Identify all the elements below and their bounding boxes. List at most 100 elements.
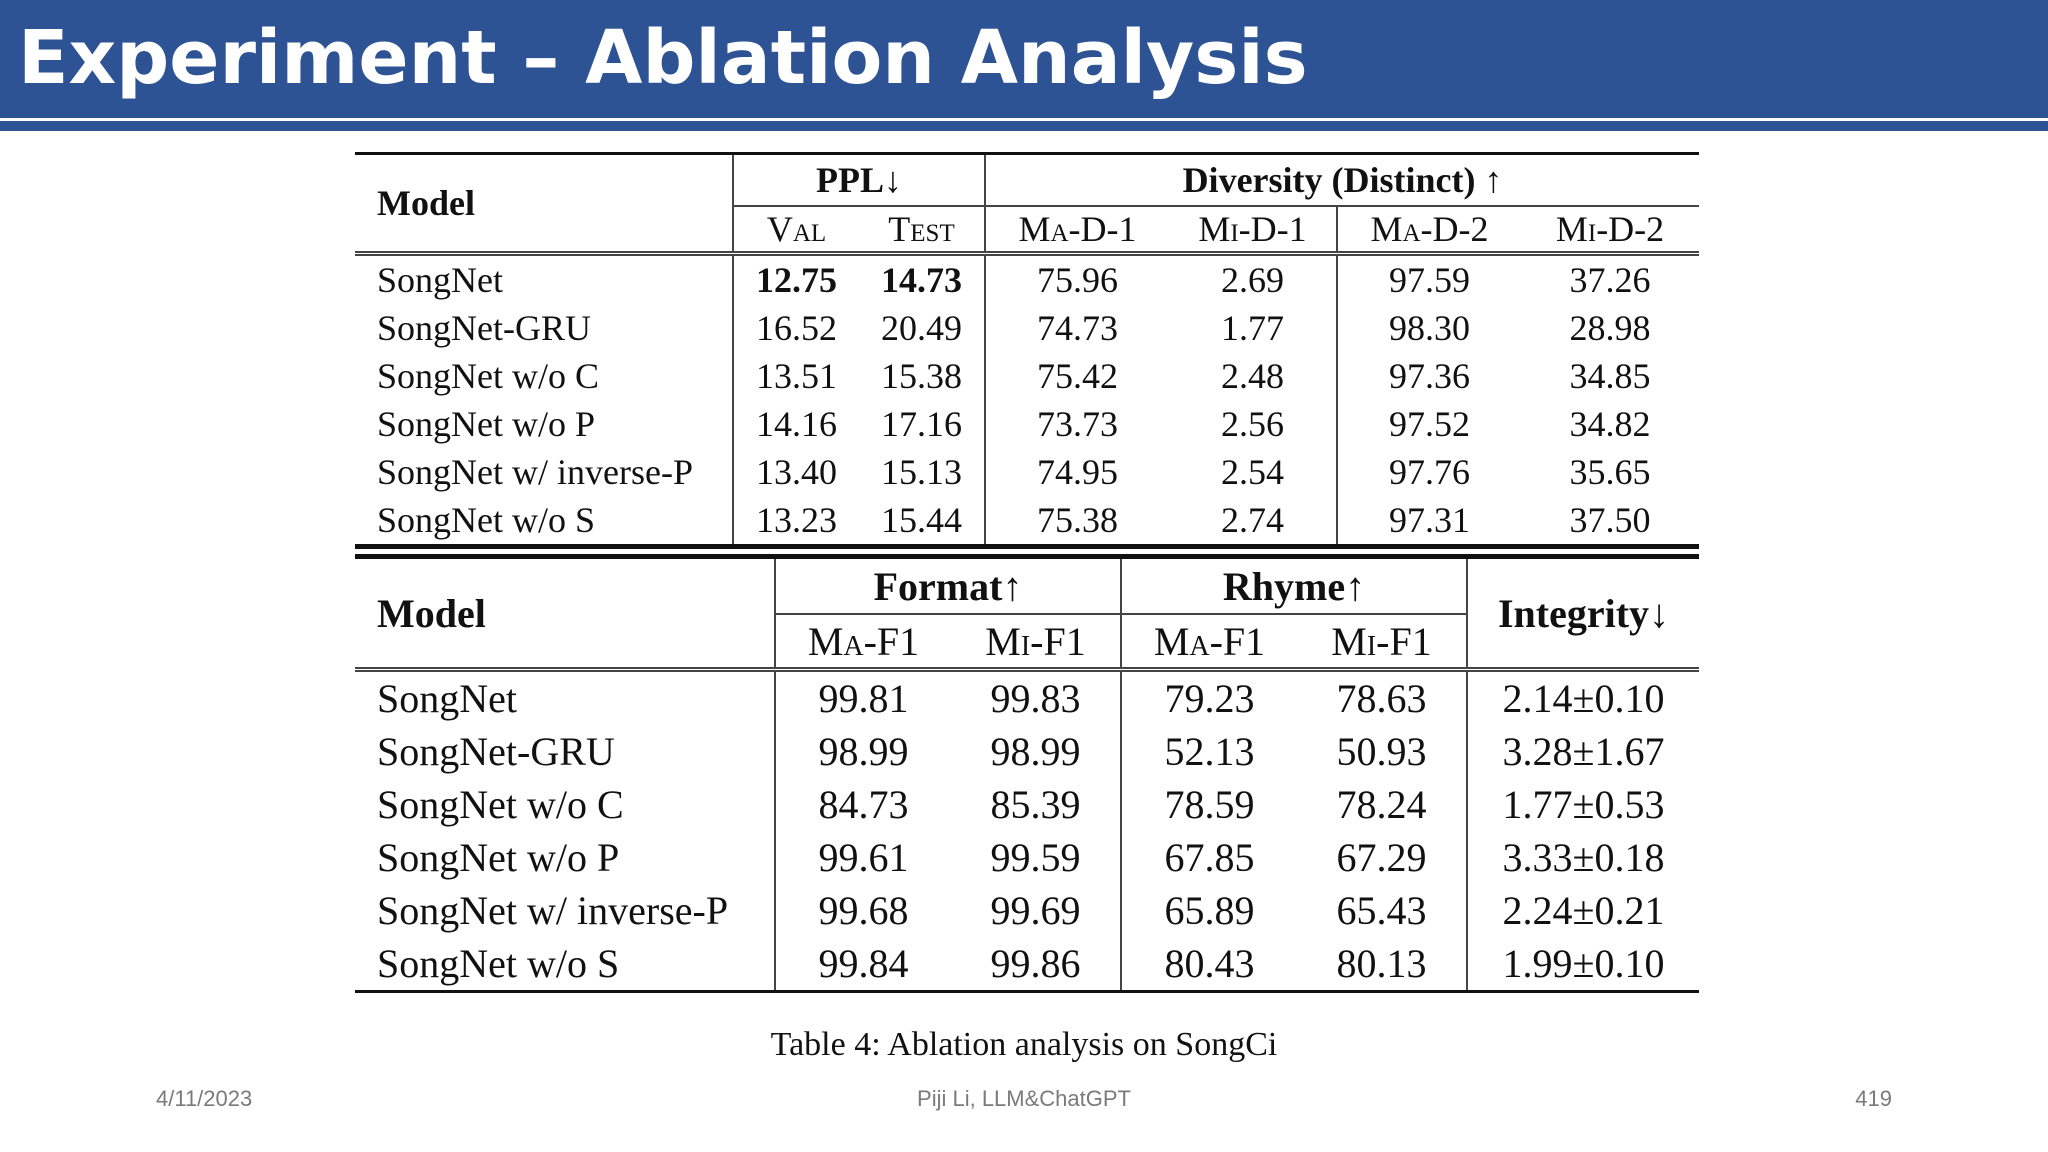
table-row: SongNet w/o C 84.73 85.39 78.59 78.24 1.… bbox=[355, 778, 1700, 831]
subheader-rhyme-ma-f1: Ma-F1 bbox=[1120, 614, 1298, 672]
row-model-name: SongNet w/ inverse-P bbox=[377, 888, 729, 933]
cell-format-mi-f1: 99.83 bbox=[990, 676, 1081, 721]
cell-rhyme-ma-f1: 79.23 bbox=[1120, 669, 1298, 725]
cell-rhyme-ma-f1: 78.59 bbox=[1120, 778, 1298, 831]
cell-mi-d-2: 28.98 bbox=[1569, 308, 1651, 348]
cell-ma-d-1: 73.73 bbox=[984, 400, 1169, 448]
cell-val: 13.51 bbox=[732, 352, 859, 400]
table-row: SongNet-GRU 98.99 98.99 52.13 50.93 3.28… bbox=[355, 725, 1700, 778]
cell-rhyme-mi-f1: 78.63 bbox=[1336, 676, 1427, 721]
cell-rhyme-mi-f1: 50.93 bbox=[1336, 729, 1427, 774]
cell-integrity: 2.24±0.21 bbox=[1466, 884, 1700, 937]
cell-val: 12.75 bbox=[732, 253, 859, 304]
footer-date: 4/11/2023 bbox=[156, 1086, 253, 1111]
table-caption: Table 4: Ablation analysis on SongCi bbox=[770, 1026, 1278, 1063]
table-row: SongNet w/o S 13.23 15.44 75.38 2.74 97.… bbox=[355, 496, 1700, 549]
row-model-name: SongNet w/ inverse-P bbox=[377, 452, 693, 492]
cell-test: 15.44 bbox=[859, 496, 985, 549]
cell-ma-d-1: 74.73 bbox=[984, 304, 1169, 352]
row-model-name: SongNet w/o P bbox=[377, 404, 596, 444]
cell-ma-d-1: 75.96 bbox=[984, 253, 1169, 304]
cell-ma-d-2: 97.52 bbox=[1336, 400, 1521, 448]
row-model-name: SongNet bbox=[377, 676, 517, 721]
cell-mi-d-1: 1.77 bbox=[1221, 308, 1284, 348]
cell-test: 15.38 bbox=[881, 356, 962, 396]
cell-integrity: 1.99±0.10 bbox=[1466, 937, 1700, 993]
cell-test: 17.16 bbox=[881, 404, 962, 444]
cell-ma-d-2: 97.31 bbox=[1336, 496, 1521, 549]
table-header-row: Model PPL↓ Diversity (Distinct) ↑ bbox=[355, 152, 1700, 256]
cell-format-ma-f1: 99.81 bbox=[774, 669, 951, 725]
cell-mi-d-1: 2.69 bbox=[1221, 260, 1284, 300]
subheader-ma-d-1: Ma-D-1 bbox=[984, 206, 1169, 256]
cell-test: 15.13 bbox=[881, 452, 962, 492]
cell-val: 16.52 bbox=[732, 304, 859, 352]
rhyme-group-header: Rhyme↑ bbox=[1120, 554, 1468, 615]
cell-format-mi-f1: 85.39 bbox=[990, 782, 1081, 827]
subheader-format-ma-f1: Ma-F1 bbox=[774, 614, 951, 672]
cell-ma-d-2: 97.59 bbox=[1336, 253, 1521, 304]
cell-rhyme-ma-f1: 67.85 bbox=[1120, 831, 1298, 884]
integrity-column-header: Integrity↓ bbox=[1466, 554, 1700, 672]
cell-format-ma-f1: 84.73 bbox=[774, 778, 951, 831]
subheader-format-mi-f1: Mi-F1 bbox=[951, 614, 1122, 672]
subheader-rhyme-mi-f1: Mi-F1 bbox=[1297, 614, 1468, 672]
cell-integrity: 3.28±1.67 bbox=[1466, 725, 1700, 778]
table-row: SongNet 99.81 99.83 79.23 78.63 2.14±0.1… bbox=[355, 669, 1700, 725]
row-model-name: SongNet w/o S bbox=[355, 937, 775, 993]
table-subheader-row: Val Test Ma-D-1 Mi-D-1 Ma-D-2 Mi-D-2 bbox=[355, 206, 1700, 256]
row-model-name: SongNet-GRU bbox=[377, 308, 591, 348]
row-model-name: SongNet w/o C bbox=[377, 356, 600, 396]
model-column-header: Model bbox=[355, 554, 775, 672]
cell-mi-d-1: 2.56 bbox=[1221, 404, 1284, 444]
subheader-test: Test bbox=[859, 206, 985, 256]
format-group-header: Format↑ bbox=[773, 554, 1122, 615]
table-row: SongNet 12.75 14.73 75.96 2.69 97.59 37.… bbox=[355, 253, 1699, 304]
subheader-val: Val bbox=[732, 206, 859, 256]
cell-format-mi-f1: 98.99 bbox=[990, 729, 1081, 774]
row-model-name: SongNet w/o S bbox=[355, 496, 733, 549]
cell-mi-d-1: 2.54 bbox=[1221, 452, 1284, 492]
cell-ma-d-2: 98.30 bbox=[1336, 304, 1521, 352]
row-model-name: SongNet w/o C bbox=[377, 782, 624, 827]
cell-rhyme-mi-f1: 65.43 bbox=[1336, 888, 1427, 933]
table-row: SongNet w/ inverse-P 13.40 15.13 74.95 2… bbox=[355, 448, 1699, 496]
subheader-ma-d-2: Ma-D-2 bbox=[1336, 206, 1521, 256]
table-subheader-row: Ma-F1 Mi-F1 Ma-F1 Mi-F1 bbox=[355, 614, 1699, 672]
subheader-mi-d-2: Mi-D-2 bbox=[1521, 206, 1700, 256]
cell-format-mi-f1: 99.69 bbox=[990, 888, 1081, 933]
cell-rhyme-mi-f1: 67.29 bbox=[1336, 835, 1427, 880]
cell-ma-d-1: 75.42 bbox=[984, 352, 1169, 400]
cell-mi-d-1: 2.74 bbox=[1169, 496, 1337, 549]
cell-rhyme-ma-f1: 80.43 bbox=[1120, 937, 1298, 993]
ablation-table-format-rhyme-integrity: Model Format↑ Rhyme↑ Integrity↓ Ma-F1 Mi… bbox=[355, 554, 1700, 993]
table-row: SongNet w/o S 99.84 99.86 80.43 80.13 1.… bbox=[355, 937, 1700, 993]
cell-ma-d-1: 74.95 bbox=[984, 448, 1169, 496]
cell-mi-d-2: 34.85 bbox=[1569, 356, 1651, 396]
cell-rhyme-ma-f1: 52.13 bbox=[1120, 725, 1298, 778]
cell-format-ma-f1: 99.68 bbox=[774, 884, 951, 937]
cell-val: 13.40 bbox=[732, 448, 859, 496]
cell-integrity: 2.14±0.10 bbox=[1466, 669, 1700, 725]
cell-rhyme-mi-f1: 78.24 bbox=[1336, 782, 1427, 827]
table-row: SongNet w/o C 13.51 15.38 75.42 2.48 97.… bbox=[355, 352, 1699, 400]
slide-title: Experiment – Ablation Analysis bbox=[18, 15, 1308, 101]
ablation-table-ppl-diversity: Model PPL↓ Diversity (Distinct) ↑ Val Te… bbox=[355, 152, 1700, 549]
subheader-mi-d-1: Mi-D-1 bbox=[1169, 206, 1337, 256]
cell-mi-d-2: 34.82 bbox=[1569, 404, 1651, 444]
cell-integrity: 1.77±0.53 bbox=[1466, 778, 1700, 831]
table-header-row: Model Format↑ Rhyme↑ Integrity↓ bbox=[355, 554, 1700, 672]
row-model-name: SongNet bbox=[377, 260, 503, 300]
cell-mi-d-2: 35.65 bbox=[1569, 452, 1651, 492]
table-row: SongNet w/o P 99.61 99.59 67.85 67.29 3.… bbox=[355, 831, 1700, 884]
cell-test: 20.49 bbox=[881, 308, 962, 348]
table-row: SongNet w/o P 14.16 17.16 73.73 2.56 97.… bbox=[355, 400, 1699, 448]
cell-integrity: 3.33±0.18 bbox=[1466, 831, 1700, 884]
footer-author: Piji Li, LLM&ChatGPT bbox=[917, 1086, 1131, 1111]
cell-format-mi-f1: 99.86 bbox=[951, 937, 1122, 993]
cell-format-ma-f1: 98.99 bbox=[774, 725, 951, 778]
row-model-name: SongNet w/o P bbox=[377, 835, 620, 880]
cell-ma-d-2: 97.36 bbox=[1336, 352, 1521, 400]
cell-mi-d-1: 2.48 bbox=[1221, 356, 1284, 396]
cell-format-ma-f1: 99.84 bbox=[774, 937, 951, 993]
